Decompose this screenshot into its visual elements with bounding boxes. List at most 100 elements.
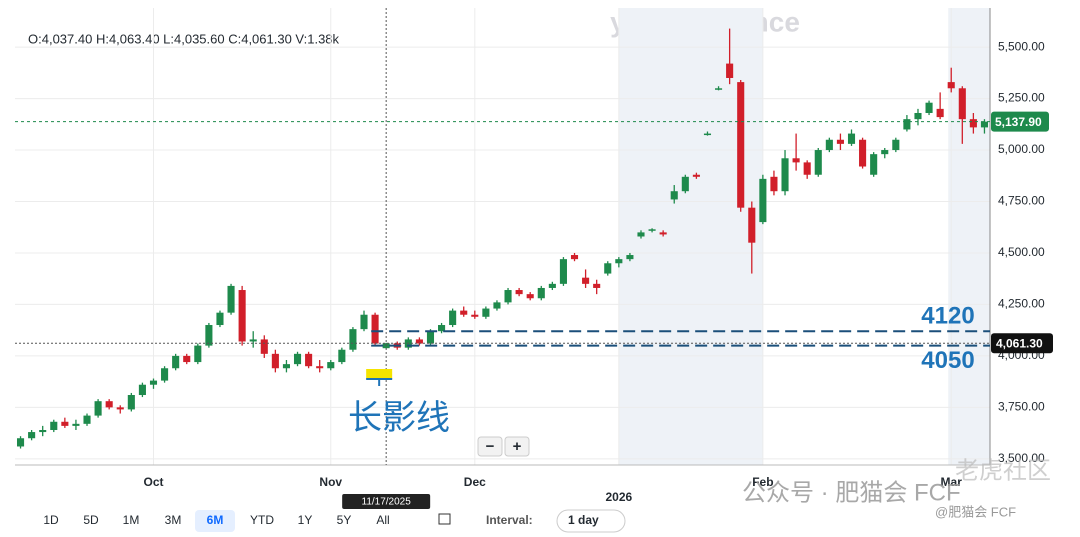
y-tick-label: 4,500.00 xyxy=(998,245,1045,259)
range-button[interactable]: YTD xyxy=(250,513,274,527)
interval-label: Interval: xyxy=(486,513,533,527)
candle-body xyxy=(216,312,224,326)
candle-body xyxy=(615,259,623,264)
candle-body xyxy=(914,112,922,120)
candle-body xyxy=(715,88,723,90)
range-active[interactable] xyxy=(195,510,235,532)
candle-body xyxy=(471,314,479,317)
range-button[interactable]: 6M xyxy=(207,513,224,527)
y-tick-label: 4,750.00 xyxy=(998,194,1045,208)
level-label: 4120 xyxy=(921,303,974,330)
candle-body xyxy=(16,438,25,447)
crosshair-tag xyxy=(991,333,1053,354)
candle-body xyxy=(969,119,977,128)
candle-body xyxy=(28,432,36,439)
candle-body xyxy=(670,191,678,200)
range-button[interactable]: 1D xyxy=(43,513,59,527)
crosshair-price: 4,061.30 xyxy=(996,336,1043,350)
annotation-marker xyxy=(366,369,393,379)
zoom-label[interactable]: − xyxy=(486,438,495,455)
candle-body xyxy=(537,287,545,299)
range-button[interactable]: 5Y xyxy=(337,513,352,527)
candle-body xyxy=(260,339,268,354)
x-tick-label: 2026 xyxy=(605,490,632,504)
candle-body xyxy=(127,395,135,410)
candle-body xyxy=(726,63,734,78)
candle-body xyxy=(637,232,645,237)
candle-body xyxy=(681,176,689,192)
candle-body xyxy=(737,82,745,208)
candle-body xyxy=(903,119,911,130)
last-price-tag xyxy=(991,111,1049,132)
range-button[interactable]: 5D xyxy=(83,513,99,527)
candle-body xyxy=(847,133,856,144)
crosshair-date: 11/17/2025 xyxy=(362,497,412,508)
candle-body xyxy=(958,88,966,120)
candle-body xyxy=(194,345,202,363)
candle-body xyxy=(482,308,490,317)
zoom-button[interactable] xyxy=(504,436,530,457)
candle-body xyxy=(316,366,324,369)
range-button[interactable]: 3M xyxy=(165,513,182,527)
candle-body xyxy=(936,108,944,118)
calendar-icon[interactable] xyxy=(438,513,451,525)
candle-body xyxy=(438,325,446,332)
range-button[interactable]: 1M xyxy=(123,513,140,527)
candle-body xyxy=(759,178,767,223)
candle-body xyxy=(50,421,58,431)
candle-body xyxy=(825,139,833,151)
interval-value[interactable]: 1 day xyxy=(568,513,599,527)
candle-body xyxy=(116,407,124,410)
candle-body xyxy=(881,150,889,155)
candle-body xyxy=(703,133,712,136)
candle-body xyxy=(504,290,512,303)
candle-body xyxy=(526,294,534,299)
y-tick-label: 5,500.00 xyxy=(998,39,1045,53)
candle-body xyxy=(282,364,290,369)
candle-body xyxy=(327,362,335,369)
x-tick-label: Mar xyxy=(941,475,963,489)
y-tick-label: 3,500.00 xyxy=(998,451,1045,465)
candle-body xyxy=(349,329,357,350)
candle-body xyxy=(925,102,933,113)
candle-body xyxy=(870,154,878,175)
candle-body xyxy=(293,353,302,365)
x-tick-label: Dec xyxy=(464,475,486,489)
candle-body xyxy=(692,174,700,177)
candle-body xyxy=(892,139,900,151)
candle-body xyxy=(449,310,457,326)
zoom-button[interactable] xyxy=(477,436,503,457)
x-tick-label: Nov xyxy=(319,475,342,489)
candle-body xyxy=(947,82,955,89)
annotation: 长影线 xyxy=(348,399,450,437)
ohlc-header: O:4,037.40 H:4,063.40 L:4,035.60 C:4,061… xyxy=(28,31,340,46)
watermark: 老虎社区 xyxy=(955,457,1051,484)
candle-body xyxy=(105,401,113,408)
y-tick-label: 4,250.00 xyxy=(998,297,1045,311)
zoom-label[interactable]: + xyxy=(513,438,522,455)
range-button[interactable]: All xyxy=(376,513,389,527)
candle-body xyxy=(338,349,346,363)
candle-body xyxy=(770,176,778,192)
candle-body xyxy=(138,384,146,396)
last-price: 5,137.90 xyxy=(995,115,1042,129)
candle-body xyxy=(172,355,180,369)
candle-body xyxy=(72,423,80,426)
candle-body xyxy=(426,331,435,344)
candle-body xyxy=(648,229,656,231)
candle-body xyxy=(748,207,756,243)
watermark: 公众号 · 肥猫会 FCF xyxy=(742,479,961,506)
candle-body xyxy=(227,285,235,313)
candle-body xyxy=(493,302,501,309)
interval-select[interactable] xyxy=(556,509,626,533)
candle-body xyxy=(205,325,213,346)
range-button[interactable]: 1Y xyxy=(298,513,313,527)
candle-body xyxy=(659,232,667,235)
candle-body xyxy=(249,339,257,342)
candle-body xyxy=(183,355,191,363)
level-label: 4050 xyxy=(921,347,974,374)
candle-body xyxy=(149,380,158,385)
candle-body xyxy=(781,158,789,192)
